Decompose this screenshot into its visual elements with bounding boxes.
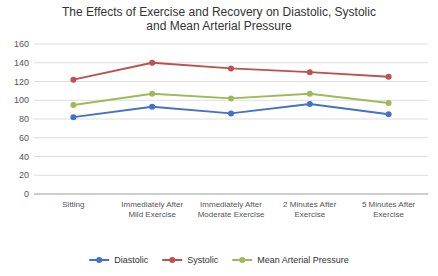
series-line (73, 104, 388, 117)
text-line: Immediately After (121, 200, 183, 209)
grid-line (34, 137, 428, 138)
point (228, 110, 234, 116)
grid-line (34, 44, 428, 45)
point (386, 100, 392, 106)
x-tick-label: Immediately AfterModerate Exercise (198, 200, 265, 219)
y-tick-label: 80 (19, 114, 29, 124)
y-tick-label: 20 (19, 170, 29, 180)
text-line: Moderate Exercise (198, 210, 265, 219)
grid-line (34, 81, 428, 82)
text-line: Mild Exercise (128, 210, 176, 219)
grid-line (34, 156, 428, 157)
text-line: Exercise (294, 210, 325, 219)
point (149, 60, 155, 66)
legend-item: Systolic (162, 255, 219, 265)
point (307, 101, 313, 107)
legend-label: Diastolic (114, 255, 149, 265)
text-line: The Effects of Exercise and Recovery on … (62, 5, 376, 19)
y-tick-label: 0 (24, 189, 29, 199)
x-tick-label: Sitting (62, 200, 84, 209)
legend-label: Mean Arterial Pressure (257, 255, 349, 265)
series-line (73, 94, 388, 105)
y-tick-label: 40 (19, 152, 29, 162)
point (307, 69, 313, 75)
point (70, 102, 76, 108)
point (149, 104, 155, 110)
x-tick-label: 5 Minutes AfterExercise (362, 200, 416, 219)
text-line: Sitting (62, 200, 84, 209)
text-line: Immediately After (200, 200, 262, 209)
legend-item: Mean Arterial Pressure (232, 255, 349, 265)
grid-line (34, 175, 428, 176)
y-tick-label: 120 (14, 77, 29, 87)
y-tick-label: 160 (14, 39, 29, 49)
y-tick-label: 60 (19, 133, 29, 143)
point (70, 77, 76, 83)
point (307, 91, 313, 97)
legend-marker (96, 257, 102, 263)
title: The Effects of Exercise and Recovery on … (62, 5, 376, 33)
x-tick-label: 2 Minutes AfterExercise (283, 200, 337, 219)
legend-item: Diastolic (89, 255, 149, 265)
point (386, 111, 392, 117)
grid-line (34, 62, 428, 63)
plot-area (70, 60, 391, 120)
text-line: Exercise (373, 210, 404, 219)
grid-line (34, 194, 428, 195)
text-line: 2 Minutes After (283, 200, 337, 209)
legend-marker (239, 257, 245, 263)
point (386, 74, 392, 80)
y-tick-label: 140 (14, 58, 29, 68)
legend-label: Systolic (187, 255, 219, 265)
grid-line (34, 119, 428, 120)
text-line: and Mean Arterial Pressure (146, 19, 292, 33)
y-tick-label: 100 (14, 95, 29, 105)
point (149, 91, 155, 97)
point (70, 114, 76, 120)
legend: Diastolic Systolic Mean Arterial Pressure (89, 255, 349, 265)
legend-marker (169, 257, 175, 263)
point (228, 95, 234, 101)
text-line: 5 Minutes After (362, 200, 416, 209)
grid (34, 44, 428, 194)
point (228, 65, 234, 71)
chart: The Effects of Exercise and Recovery on … (0, 0, 438, 276)
series-line (73, 63, 388, 80)
x-tick-label: Immediately AfterMild Exercise (121, 200, 183, 219)
x-axis-line (34, 194, 428, 195)
